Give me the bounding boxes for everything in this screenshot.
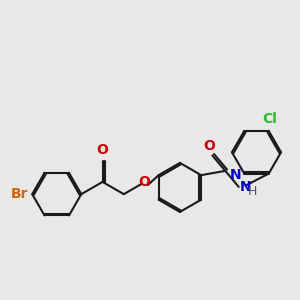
Text: H: H (248, 185, 257, 198)
Text: Br: Br (11, 187, 28, 201)
Text: N: N (230, 168, 241, 182)
Text: O: O (138, 175, 150, 189)
Text: Cl: Cl (262, 112, 278, 126)
Text: O: O (97, 142, 109, 157)
Text: N: N (240, 180, 252, 194)
Text: O: O (203, 139, 215, 153)
